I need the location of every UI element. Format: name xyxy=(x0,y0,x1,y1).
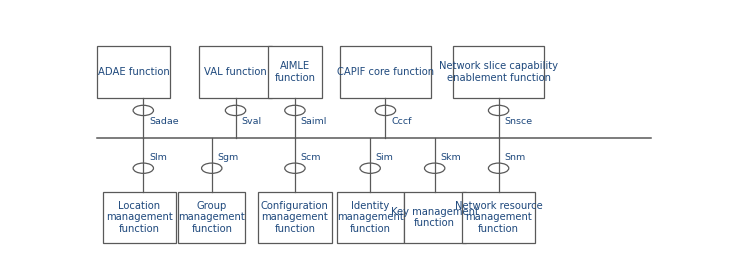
FancyBboxPatch shape xyxy=(258,192,331,243)
FancyBboxPatch shape xyxy=(178,192,245,243)
Text: Sgm: Sgm xyxy=(218,153,239,162)
Text: Cccf: Cccf xyxy=(391,117,412,126)
Text: Sadae: Sadae xyxy=(149,117,179,126)
FancyBboxPatch shape xyxy=(340,46,431,98)
FancyBboxPatch shape xyxy=(199,46,272,98)
Ellipse shape xyxy=(285,105,305,116)
Text: Saiml: Saiml xyxy=(301,117,327,126)
Text: ADAE function: ADAE function xyxy=(98,67,169,77)
FancyBboxPatch shape xyxy=(453,46,544,98)
Text: Identity
management
function: Identity management function xyxy=(337,201,404,234)
Ellipse shape xyxy=(360,163,380,173)
Text: Snm: Snm xyxy=(504,153,526,162)
Text: Network resource
management
function: Network resource management function xyxy=(455,201,542,234)
FancyBboxPatch shape xyxy=(337,192,404,243)
Text: Group
management
function: Group management function xyxy=(178,201,245,234)
Text: Configuration
management
function: Configuration management function xyxy=(261,201,328,234)
Text: Snsce: Snsce xyxy=(504,117,532,126)
Ellipse shape xyxy=(285,163,305,173)
Ellipse shape xyxy=(424,163,445,173)
Text: Scm: Scm xyxy=(301,153,321,162)
Text: AIMLE
function: AIMLE function xyxy=(274,61,315,83)
Text: Skm: Skm xyxy=(440,153,461,162)
Text: Sval: Sval xyxy=(241,117,261,126)
FancyBboxPatch shape xyxy=(103,192,175,243)
Ellipse shape xyxy=(375,105,396,116)
FancyBboxPatch shape xyxy=(462,192,535,243)
Text: Location
management
function: Location management function xyxy=(106,201,173,234)
Text: VAL function: VAL function xyxy=(204,67,267,77)
Text: Key management
function: Key management function xyxy=(391,207,479,228)
FancyBboxPatch shape xyxy=(404,192,466,243)
Text: Network slice capability
enablement function: Network slice capability enablement func… xyxy=(439,61,558,83)
FancyBboxPatch shape xyxy=(268,46,322,98)
Text: Sim: Sim xyxy=(376,153,393,162)
Text: Slm: Slm xyxy=(149,153,167,162)
Ellipse shape xyxy=(226,105,246,116)
Ellipse shape xyxy=(488,163,509,173)
FancyBboxPatch shape xyxy=(97,46,171,98)
Ellipse shape xyxy=(133,105,153,116)
Ellipse shape xyxy=(201,163,222,173)
Ellipse shape xyxy=(133,163,153,173)
Ellipse shape xyxy=(488,105,509,116)
Text: CAPIF core function: CAPIF core function xyxy=(337,67,434,77)
